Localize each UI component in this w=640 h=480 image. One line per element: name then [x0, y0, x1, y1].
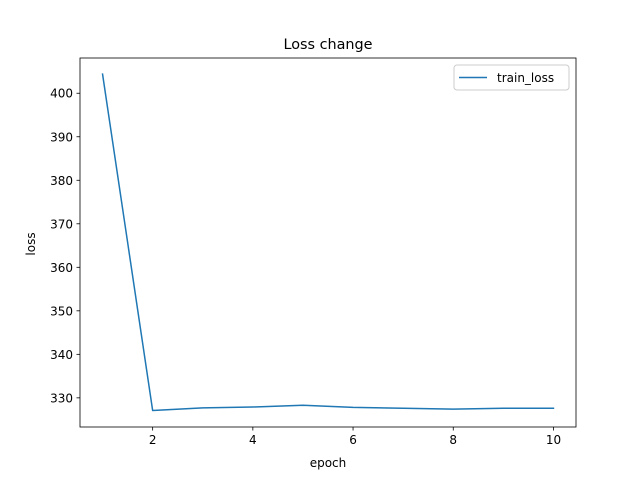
- x-axis-label: epoch: [310, 456, 347, 470]
- legend: train_loss: [453, 64, 570, 91]
- plot-layer: 2 4 6 8 10 330 340 350 360 370 380 390 400 train_loss: [50, 57, 577, 447]
- axes-frame: [79, 57, 577, 428]
- y-tick-label: 340: [50, 348, 73, 362]
- x-tick-label: 6: [349, 433, 357, 447]
- y-tick-label: 350: [50, 304, 73, 318]
- y-tick-label: 330: [50, 391, 73, 405]
- series-line-train_loss: [101, 73, 555, 412]
- y-axis-label: loss: [24, 232, 38, 255]
- legend-label-train_loss: train_loss: [497, 71, 554, 85]
- y-tick-label: 390: [50, 130, 73, 144]
- x-tick-label: 10: [546, 433, 561, 447]
- x-tick-label: 8: [449, 433, 457, 447]
- y-tick-label: 370: [50, 217, 73, 231]
- y-tick-label: 380: [50, 174, 73, 188]
- legend-box: [453, 64, 570, 91]
- x-tick-label: 2: [149, 433, 157, 447]
- x-tick-label: 4: [249, 433, 257, 447]
- y-tick-label: 400: [50, 87, 73, 101]
- plot-area: [80, 58, 576, 427]
- chart-title: Loss change: [283, 37, 372, 53]
- y-tick-label: 360: [50, 261, 73, 275]
